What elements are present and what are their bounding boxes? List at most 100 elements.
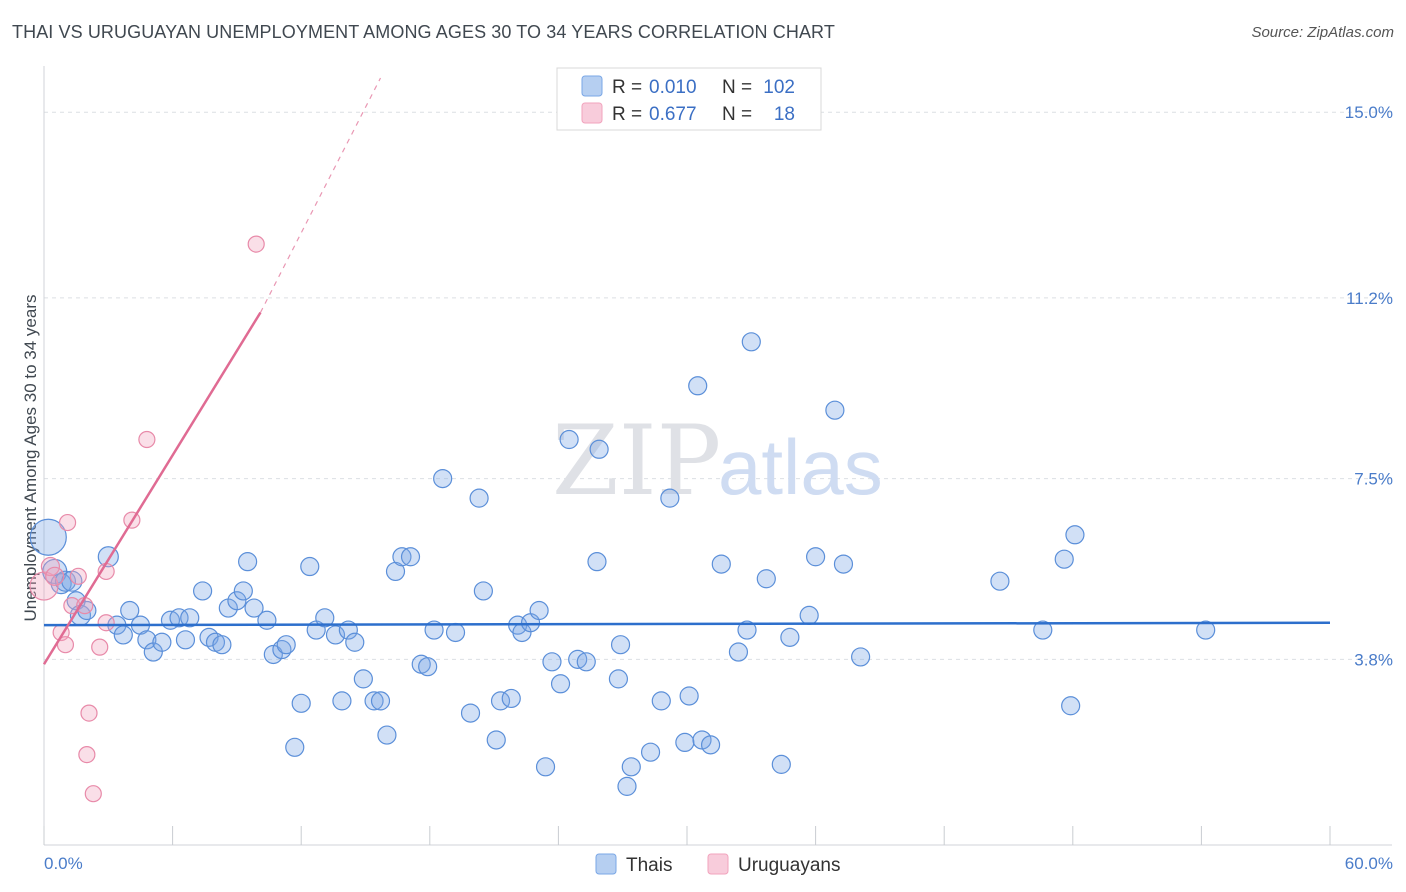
- correlation-legend: R = 0.010 N = 102 R = 0.677 N = 18: [556, 67, 822, 131]
- thai-point: [737, 620, 757, 640]
- legend-swatch-uruguayan: [581, 102, 603, 124]
- legend-swatch-thai: [581, 75, 603, 97]
- thai-point: [535, 757, 556, 777]
- thai-point: [1054, 549, 1074, 569]
- thai-point: [851, 647, 871, 667]
- thai-point: [679, 686, 699, 706]
- thai-point: [212, 635, 232, 655]
- uruguayan-point: [84, 785, 102, 803]
- thai-point: [688, 376, 708, 396]
- thai-point: [1196, 620, 1216, 640]
- thai-point: [1065, 525, 1085, 545]
- thai-point: [238, 552, 258, 572]
- watermark-zip: ZIP: [552, 405, 721, 517]
- thai-point: [610, 635, 631, 655]
- thai-point: [833, 554, 854, 574]
- thai-point: [227, 591, 247, 611]
- uruguayan-point: [69, 567, 87, 585]
- thai-point: [29, 518, 67, 556]
- watermark: ZIP atlas: [552, 405, 883, 517]
- y-tick-labels: 3.8% 7.5% 11.2% 15.0%: [1345, 103, 1393, 669]
- x-tick-label-min: 0.0%: [44, 854, 83, 873]
- thai-point: [771, 754, 791, 774]
- legend-n-label-thai: N =: [722, 77, 752, 98]
- thai-point: [805, 547, 826, 567]
- legend-r-value-uruguayan: 0.677: [649, 104, 697, 125]
- uruguayan-trend-line: [42, 311, 262, 665]
- thai-point: [169, 608, 189, 628]
- thai-point: [825, 400, 845, 420]
- uruguayan-point: [40, 556, 61, 577]
- thai-point: [469, 488, 489, 508]
- thai-point: [621, 757, 641, 777]
- uruguayan-trend-extension: [259, 77, 382, 313]
- thai-point: [113, 625, 133, 645]
- thai-point: [587, 552, 607, 572]
- thai-point: [780, 627, 800, 647]
- chart-title: THAI VS URUGUAYAN UNEMPLOYMENT AMONG AGE…: [12, 22, 835, 42]
- uruguayan-points: [29, 235, 265, 803]
- legend-n-label-uruguayan: N =: [722, 104, 752, 125]
- y-tick-label: 7.5%: [1354, 470, 1393, 489]
- bottom-legend-swatch-thais: [595, 853, 617, 875]
- thai-point: [180, 608, 200, 628]
- thai-point: [325, 625, 346, 645]
- thai-point: [120, 600, 140, 621]
- thai-point: [300, 556, 320, 577]
- thai-point: [529, 600, 549, 621]
- legend-n-value-thai: 102: [763, 77, 795, 98]
- watermark-atlas: atlas: [718, 423, 883, 511]
- thai-point: [285, 737, 305, 757]
- thai-point: [486, 730, 506, 750]
- legend-r-label-uruguayan: R =: [612, 104, 642, 125]
- thai-point: [1061, 696, 1081, 716]
- thai-point: [617, 776, 637, 796]
- y-tick-label: 15.0%: [1345, 103, 1393, 122]
- thai-point: [233, 581, 253, 601]
- axes: [43, 66, 1392, 846]
- legend-r-value-thai: 0.010: [649, 77, 697, 98]
- thai-point: [137, 630, 157, 650]
- uruguayan-point: [91, 638, 109, 656]
- y-axis-label: Unemployment Among Ages 30 to 34 years: [21, 295, 40, 622]
- series-legend: Thais Uruguayans: [595, 853, 840, 876]
- thai-point: [244, 598, 264, 618]
- bottom-legend-label-thais: Thais: [626, 855, 672, 876]
- y-tick-label: 11.2%: [1346, 289, 1393, 308]
- thai-point: [364, 691, 384, 711]
- x-tick-labels: 0.0% 60.0%: [44, 854, 1393, 873]
- source-credit: Source: ZipAtlas.com: [1251, 24, 1394, 41]
- thai-point: [799, 605, 819, 625]
- uruguayan-point: [247, 235, 265, 253]
- thai-point: [728, 642, 749, 662]
- thai-point: [741, 332, 761, 352]
- thai-point: [345, 632, 365, 652]
- thai-point: [756, 569, 776, 589]
- uruguayan-point: [58, 513, 77, 532]
- thai-point: [257, 610, 277, 630]
- thai-point: [640, 742, 661, 762]
- legend-r-label-thai: R =: [612, 77, 642, 98]
- thai-point: [445, 622, 466, 643]
- thai-point: [377, 725, 397, 745]
- bottom-legend-label-uruguayans: Uruguayans: [738, 855, 840, 876]
- thai-point: [559, 429, 579, 450]
- bottom-legend-swatch-uruguayans: [707, 853, 729, 875]
- thai-point: [711, 554, 731, 574]
- thai-point: [700, 735, 721, 755]
- thai-point: [370, 691, 391, 711]
- thai-point: [990, 571, 1010, 591]
- thai-point: [332, 691, 352, 711]
- thai-point: [460, 703, 481, 723]
- thai-points: [29, 332, 1216, 796]
- grid-lines: [44, 111, 1392, 660]
- thai-point: [315, 608, 335, 628]
- thai-point: [175, 630, 196, 650]
- thai-point: [501, 688, 521, 709]
- x-tick-label-max: 60.0%: [1345, 854, 1393, 873]
- thai-point: [589, 439, 609, 459]
- thai-point: [675, 732, 695, 753]
- thai-point: [193, 581, 213, 601]
- thai-point: [651, 691, 671, 711]
